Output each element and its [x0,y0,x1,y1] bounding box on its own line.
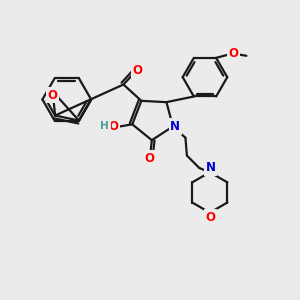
Text: N: N [206,161,215,174]
Text: O: O [108,120,118,133]
Text: O: O [48,88,58,102]
Text: O: O [206,211,215,224]
Text: O: O [144,152,154,165]
Text: O: O [228,47,239,60]
Text: H: H [100,121,109,130]
Text: O: O [133,64,142,77]
Text: N: N [170,120,180,133]
